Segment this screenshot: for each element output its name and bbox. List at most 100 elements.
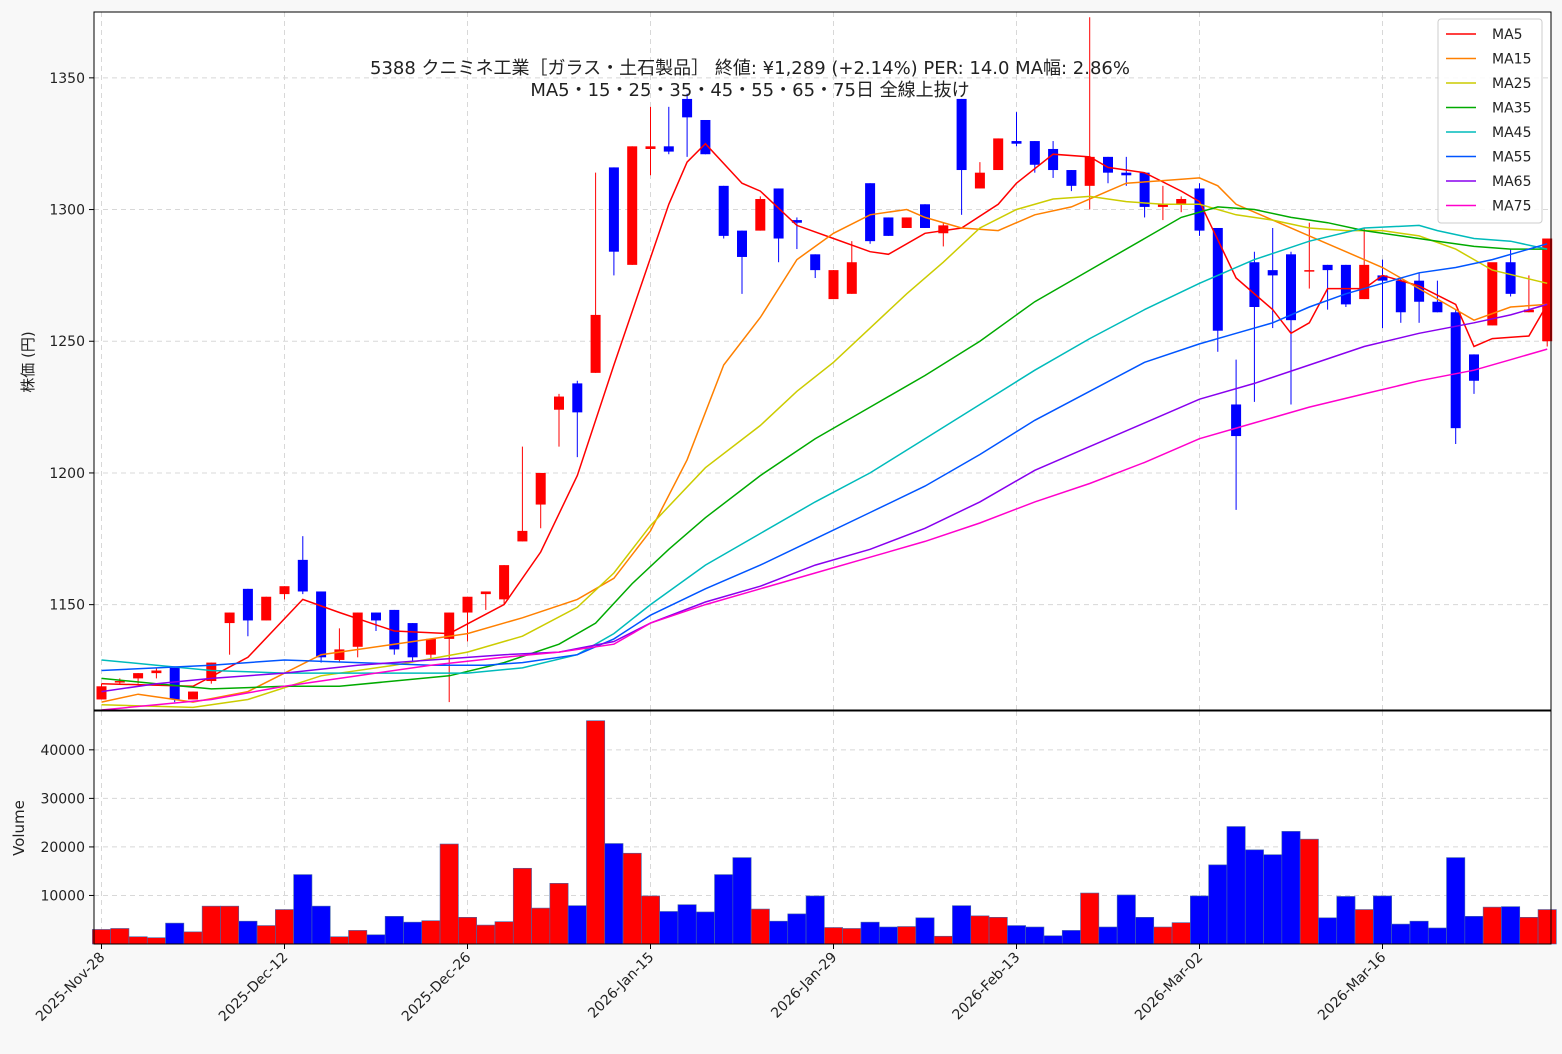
candle-body [1231,404,1242,437]
volume-bar [805,895,825,945]
volume-bar [586,720,606,945]
volume-axis-label: Volume [10,800,28,856]
volume-bar [92,929,111,945]
volume-tick-label: 40000 [40,743,85,759]
chart-subtitle: MA5・15・25・35・45・55・65・75日 全線上抜け [530,80,969,101]
volume-bar [366,934,386,945]
moving-average-lines [101,142,1548,711]
volume-bar [860,921,880,945]
volume-bar [695,911,715,945]
volume-bar [787,913,807,945]
volume-bar [494,921,514,945]
volume-bar [1007,925,1026,945]
volume-bar [293,874,313,945]
volume-tick-label: 20000 [40,840,85,856]
volume-bar [1373,895,1392,945]
volume-bar [732,857,752,945]
volume-bar [1537,909,1557,945]
volume-tick-label: 30000 [40,791,85,807]
volume-bar [1061,930,1081,945]
volume-bar [1299,838,1319,945]
volume-bar [403,921,423,945]
ma-line-ma45 [101,224,1548,674]
candle-body [279,586,290,595]
candle-body [114,681,125,683]
candlesticks [96,17,1553,703]
volume-bar [1025,926,1045,945]
candle-body [700,119,711,155]
legend-box [1437,18,1543,224]
legend-label: MA55 [1492,150,1531,166]
ma-line-ma15 [101,177,1548,703]
candle-body [1249,262,1260,308]
legend-label: MA35 [1492,101,1531,117]
candle-body [608,167,619,252]
candle-body [901,217,912,228]
volume-bar [1116,894,1136,945]
volume-bar [1171,922,1191,945]
volume-bar [878,926,898,945]
candle-body [371,612,381,621]
candle-body [1121,172,1132,176]
legend: MA5 MA15 MA25 MA35 MA45 MA55 MA65 MA75 [1437,18,1543,224]
candle-body [1286,254,1296,321]
candle-body [1103,156,1113,173]
volume-bar [659,911,679,945]
candle-body [352,612,363,647]
volume-bar [549,883,569,945]
volume-bar [348,930,368,945]
legend-label: MA25 [1492,76,1531,92]
candle-body [865,183,876,242]
volume-bar [1135,917,1155,945]
candle-body [1048,148,1059,171]
volume-bar [531,907,551,945]
volume-bar [165,922,185,945]
volume-bar [1080,892,1100,945]
candle-body [645,146,656,149]
candle-body [169,667,180,700]
volume-bar [275,909,294,945]
candle-body [1029,141,1040,165]
volume-bar [311,905,331,945]
volume-bar [677,904,697,945]
candle-body [1066,170,1077,186]
volume-bars [92,720,1557,945]
legend-label: MA45 [1492,125,1531,141]
candle-body [773,188,784,239]
candle-body [462,596,473,613]
candle-body [1432,301,1443,313]
volume-bar [1226,826,1246,945]
volume-bar [146,937,166,945]
price-tick-label: 1200 [49,466,85,482]
candle-body [956,98,967,171]
candle-body [1304,270,1315,272]
volume-bar [1427,927,1447,945]
volume-bar [512,867,532,945]
y-axis-label: 株価 (円) [19,331,37,392]
candle-body [1212,227,1223,331]
candle-body [96,686,107,700]
candle-body [389,609,400,650]
volume-bar [1153,926,1173,945]
volume-bar [641,895,660,945]
candle-body [444,612,455,639]
volume-bar [476,924,496,945]
candle-body [425,638,436,655]
candle-body [334,649,345,660]
volume-bar [750,908,770,945]
candle-body [1523,309,1534,313]
legend-label: MA65 [1492,174,1531,190]
candle-body [1139,172,1150,207]
candle-body [316,591,327,658]
candle-body [1450,312,1461,429]
volume-bar [622,852,642,945]
candle-body [1505,262,1516,294]
volume-bar [128,936,148,945]
candle-body [1011,141,1022,144]
volume-bar [1208,864,1228,945]
volume-bar [952,905,972,945]
candle-body [718,185,729,236]
volume-bar [256,925,276,945]
volume-bar [329,936,349,945]
